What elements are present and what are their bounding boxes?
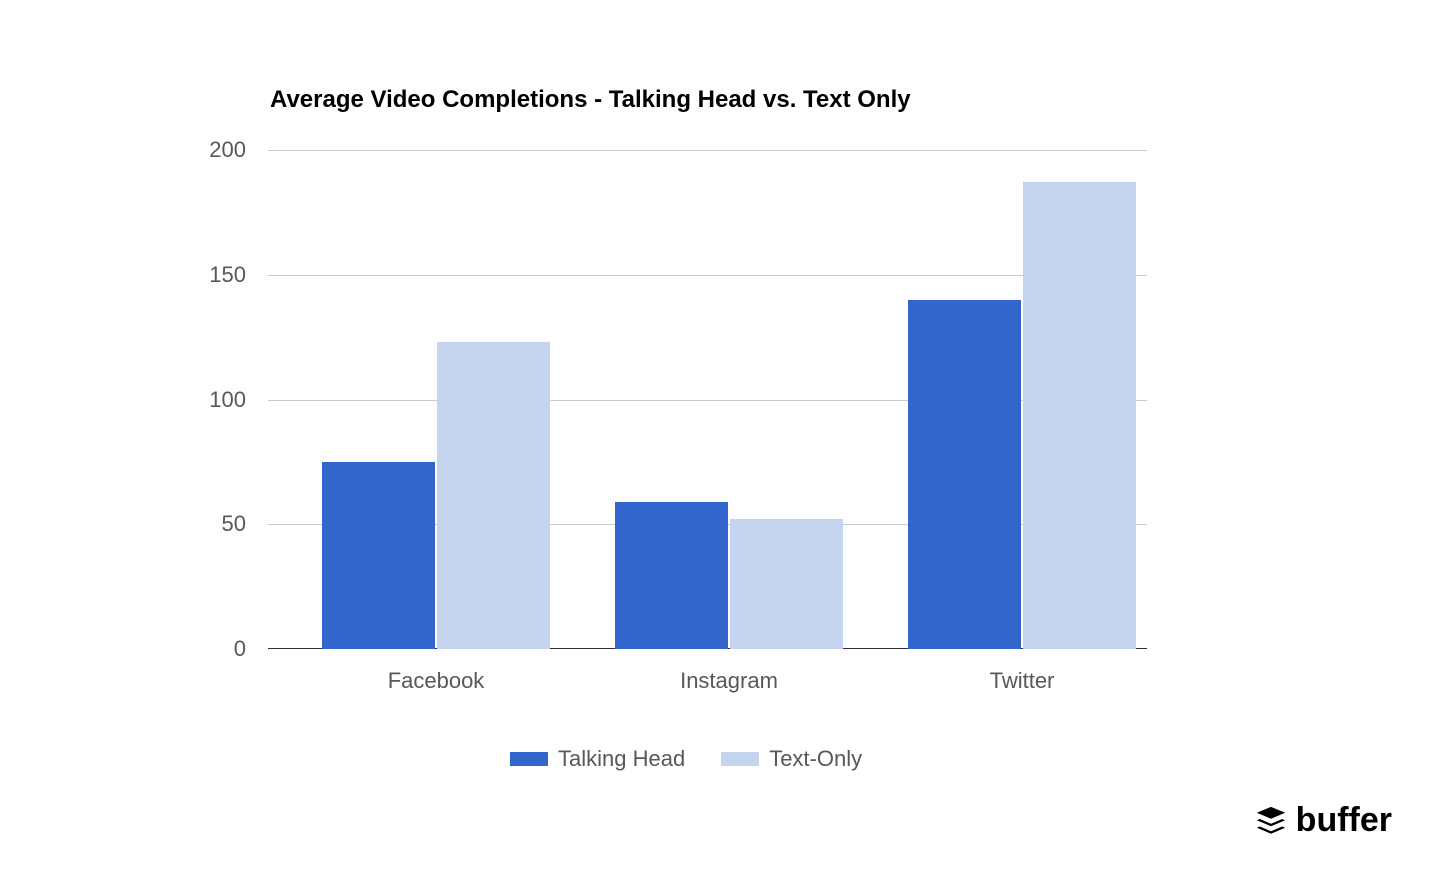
legend-label: Text-Only — [769, 746, 862, 772]
bar — [730, 519, 843, 649]
buffer-icon — [1254, 804, 1288, 838]
brand-text: buffer — [1296, 801, 1392, 840]
bar — [615, 502, 728, 649]
brand-logo: buffer — [1254, 801, 1392, 840]
plot-area: 050100150200 — [268, 150, 1147, 649]
y-tick-label: 200 — [186, 137, 246, 163]
chart-title: Average Video Completions - Talking Head… — [270, 86, 911, 114]
x-tick-label: Facebook — [336, 668, 536, 694]
legend: Talking Head Text-Only — [510, 746, 862, 772]
bar — [1023, 182, 1136, 649]
legend-swatch — [721, 752, 759, 766]
bar — [322, 462, 435, 649]
bar — [437, 342, 550, 649]
legend-item: Talking Head — [510, 746, 685, 772]
y-tick-label: 150 — [186, 262, 246, 288]
legend-label: Talking Head — [558, 746, 685, 772]
y-tick-label: 100 — [186, 387, 246, 413]
x-tick-label: Instagram — [629, 668, 829, 694]
bar — [908, 300, 1021, 649]
legend-swatch — [510, 752, 548, 766]
gridline — [268, 275, 1147, 276]
gridline — [268, 150, 1147, 151]
legend-item: Text-Only — [721, 746, 862, 772]
y-tick-label: 0 — [186, 636, 246, 662]
chart-canvas: Average Video Completions - Talking Head… — [0, 0, 1436, 884]
y-tick-label: 50 — [186, 511, 246, 537]
x-tick-label: Twitter — [922, 668, 1122, 694]
